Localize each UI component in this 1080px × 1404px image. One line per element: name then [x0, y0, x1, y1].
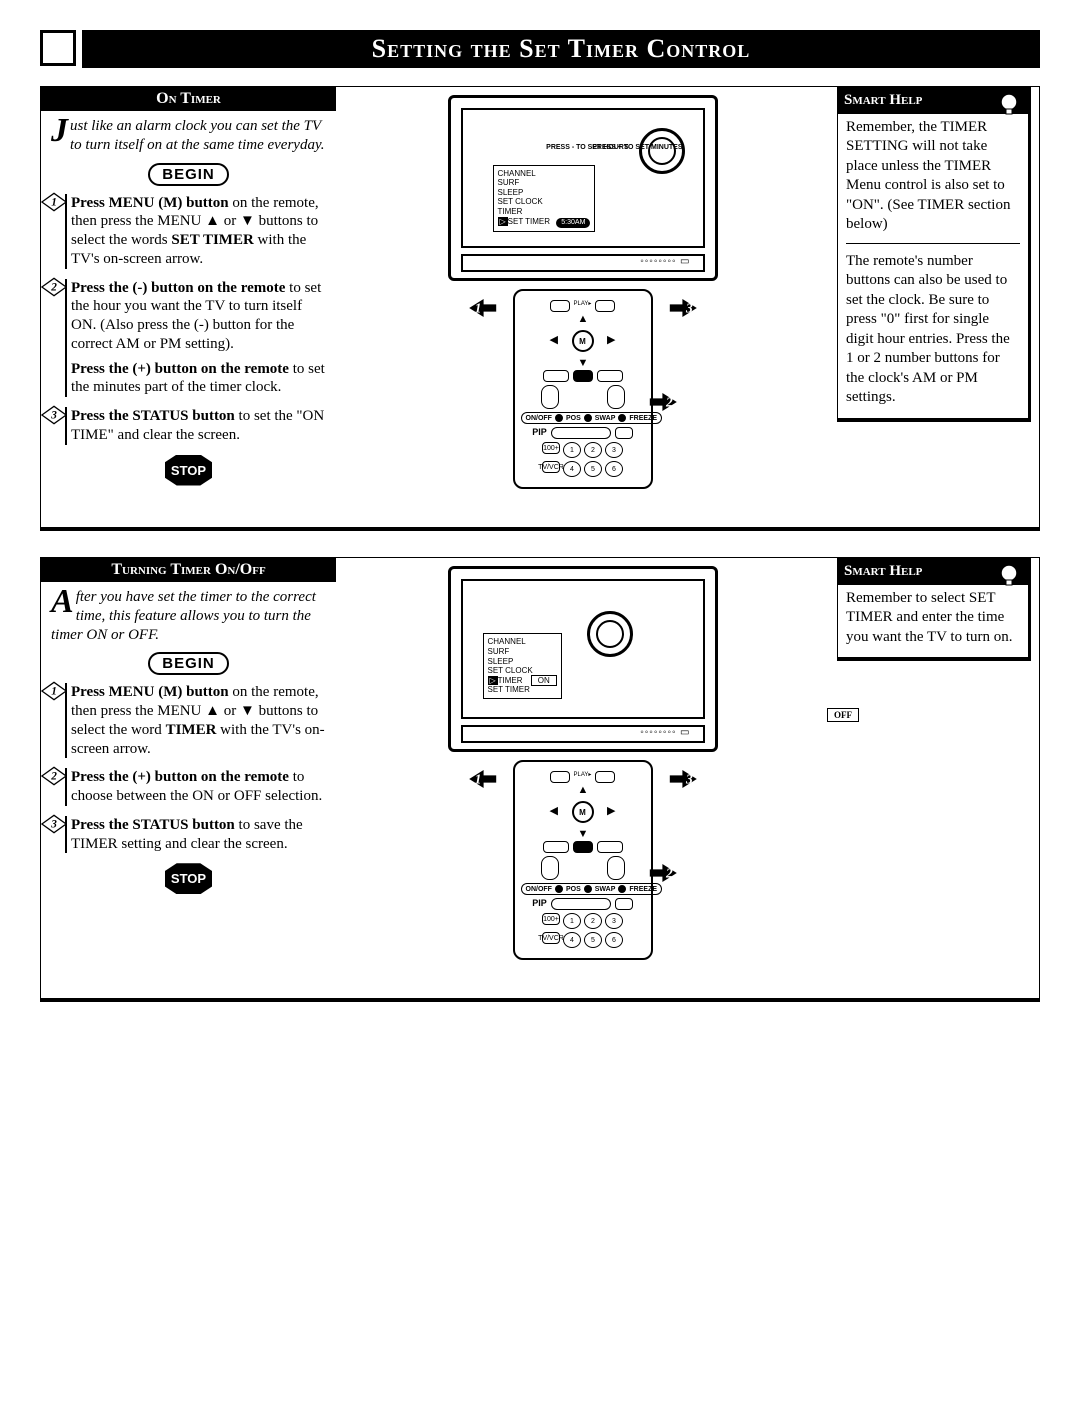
step-3: 3 Press the STATUS button to save the TI… [65, 816, 326, 854]
header-index-box [40, 30, 76, 66]
svg-text:2: 2 [50, 281, 57, 293]
smart-help-p1: Remember, the TIMER SETTING will not tak… [846, 118, 1020, 235]
timer-onoff-illustration: CHANNEL SURF SLEEP SET CLOCK ▷TIMER ON S… [336, 558, 829, 998]
begin-label: BEGIN [148, 652, 229, 675]
timer-onoff-intro: After you have set the timer to the corr… [51, 588, 326, 644]
osd-menu: CHANNEL SURF SLEEP SET CLOCK ▷TIMER ON S… [483, 633, 562, 699]
bulb-icon [994, 561, 1024, 591]
remote-body: PLAY▸ ▲▼◀▶ M ON/OFF POS SWAP FREEZE PIP … [513, 289, 653, 489]
svg-text:3: 3 [685, 301, 693, 316]
menu-button: M [572, 801, 594, 823]
remote-mode-bar: ON/OFF POS SWAP FREEZE [521, 412, 663, 424]
tv-frame: CHANNEL SURF SLEEP SET CLOCK ▷TIMER ON S… [448, 566, 718, 752]
smart-help-p1: Remember to select SET TIMER and enter t… [846, 589, 1020, 648]
callout-1: 1 [462, 295, 498, 321]
on-timer-smart-help: Smart Help Remember, the TIMER SETTING w… [829, 87, 1039, 527]
remote-numpad: 100+123 TV/VCR456 [521, 442, 645, 477]
step-2-icon: 2 [41, 766, 67, 786]
tv-knob-icon [587, 611, 633, 657]
svg-text:1: 1 [51, 196, 57, 208]
smart-help-p2: The remote's number buttons can also be … [846, 252, 1020, 408]
bulb-icon [994, 90, 1024, 120]
svg-text:1: 1 [51, 686, 57, 698]
remote-dpad: ▲▼◀▶ M [548, 315, 618, 367]
callout-2: 2 [648, 389, 684, 415]
begin-badge: BEGIN [51, 163, 326, 186]
step-1-icon: 1 [41, 681, 67, 701]
begin-label: BEGIN [148, 163, 229, 186]
step-1-icon: 1 [41, 192, 67, 212]
svg-text:3: 3 [50, 409, 57, 421]
remote-mode-bar: ON/OFF POS SWAP FREEZE [521, 883, 663, 895]
on-timer-title: On Timer [41, 87, 336, 111]
page-title: Setting the Set Timer Control [82, 30, 1040, 68]
on-timer-illustration: PRESS - TO SET HOURS PRESS + TO SET MINU… [336, 87, 829, 527]
callout-1: 1 [462, 766, 498, 792]
callout-3: 3 [668, 295, 704, 321]
smart-help-title: Smart Help [838, 88, 1028, 114]
step-3-icon: 3 [41, 814, 67, 834]
on-timer-intro: Just like an alarm clock you can set the… [51, 117, 326, 155]
remote-illustration: 1 3 2 PLAY▸ ▲▼◀▶ M ON/OFF POS SWAP [468, 760, 698, 990]
step-2-icon: 2 [41, 277, 67, 297]
remote-numpad: 100+123 TV/VCR456 [521, 913, 645, 948]
remote-illustration: 1 3 2 PLAY▸ ▲▼◀▶ M ON/OFF POS SWAP [468, 289, 698, 519]
dropcap: J [51, 117, 68, 145]
timer-onoff-title: Turning Timer On/Off [41, 558, 336, 582]
smart-help-box-1: Smart Help Remember, the TIMER SETTING w… [837, 87, 1031, 422]
tv-speaker [461, 725, 705, 743]
off-tag: OFF [827, 708, 859, 722]
svg-text:3: 3 [50, 818, 57, 830]
svg-text:1: 1 [474, 772, 481, 787]
step-3: 3 Press the STATUS button to set the "ON… [65, 407, 326, 445]
svg-text:3: 3 [685, 772, 693, 787]
callout-2: 2 [648, 860, 684, 886]
step-2: 2 Press the (-) button on the remote to … [65, 279, 326, 398]
tv-screen: PRESS - TO SET HOURS PRESS + TO SET MINU… [461, 108, 705, 248]
smart-help-title: Smart Help [838, 559, 1028, 585]
step-1: 1 Press MENU (M) button on the remote, t… [65, 194, 326, 269]
remote-dpad: ▲▼◀▶ M [548, 786, 618, 838]
svg-text:1: 1 [474, 301, 481, 316]
dropcap: A [51, 588, 74, 616]
begin-badge: BEGIN [51, 652, 326, 675]
smart-help-box-2: Smart Help Remember to select SET TIMER … [837, 558, 1031, 661]
remote-body: PLAY▸ ▲▼◀▶ M ON/OFF POS SWAP FREEZE PIP … [513, 760, 653, 960]
tv-knob-icon [639, 128, 685, 174]
tv-speaker [461, 254, 705, 272]
menu-button: M [572, 330, 594, 352]
divider [846, 243, 1020, 244]
svg-text:2: 2 [50, 771, 57, 783]
press-plus-label: PRESS + TO SET MINUTES [592, 144, 682, 151]
stop-label: STOP [165, 455, 212, 486]
section-on-timer: On Timer Just like an alarm clock you ca… [40, 86, 1040, 531]
on-timer-instructions: On Timer Just like an alarm clock you ca… [41, 87, 336, 527]
tv-frame: PRESS - TO SET HOURS PRESS + TO SET MINU… [448, 95, 718, 281]
section-timer-onoff: Turning Timer On/Off After you have set … [40, 557, 1040, 1002]
step-1: 1 Press MENU (M) button on the remote, t… [65, 683, 326, 758]
step-2: 2 Press the (+) button on the remote to … [65, 768, 326, 806]
timer-onoff-instructions: Turning Timer On/Off After you have set … [41, 558, 336, 998]
page-header: Setting the Set Timer Control [40, 30, 1040, 68]
timer-onoff-smart-help: Smart Help Remember to select SET TIMER … [829, 558, 1039, 998]
callout-3: 3 [668, 766, 704, 792]
svg-text:2: 2 [665, 866, 673, 881]
stop-label: STOP [165, 863, 212, 894]
osd-menu: CHANNEL SURF SLEEP SET CLOCK TIMER ▷SET … [493, 165, 596, 232]
stop-badge: STOP [51, 455, 326, 486]
tv-screen: CHANNEL SURF SLEEP SET CLOCK ▷TIMER ON S… [461, 579, 705, 719]
step-3-icon: 3 [41, 405, 67, 425]
stop-badge: STOP [51, 863, 326, 894]
svg-text:2: 2 [665, 395, 673, 410]
